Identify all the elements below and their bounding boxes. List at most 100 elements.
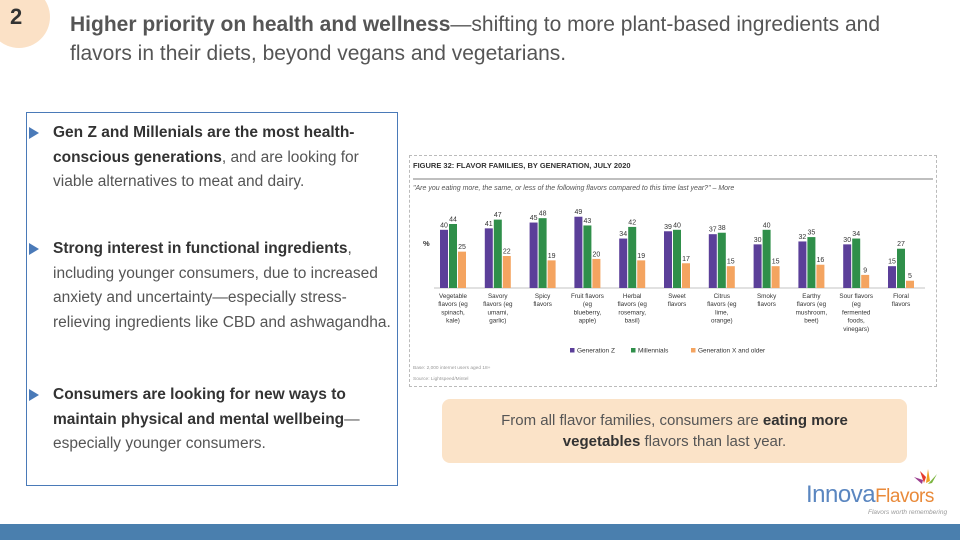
category-label: apple) [579,318,597,325]
bullet-bold: Consumers are looking for new ways to ma… [53,386,346,428]
key-points-box: Gen Z and Millenials are the most health… [26,112,398,486]
data-label: 15 [727,259,735,266]
bullet-rest: , and are looking for viable alternative… [53,148,359,191]
logo-petals-icon [914,469,937,484]
source-note: Source: Lightspeed/Mintel [413,376,468,382]
data-label: 25 [458,244,466,251]
data-label: 47 [494,212,502,219]
data-label: 5 [908,273,912,280]
bar [529,222,538,288]
headline-rest: —shifting to more plant-based ingredient… [70,13,880,65]
data-label: 19 [637,253,645,260]
data-label: 39 [664,224,672,231]
category-label: flavors [892,301,911,308]
category-label: umami, [487,309,508,316]
category-label: blueberry, [574,309,602,316]
bar [440,229,448,288]
bar [861,274,870,288]
bar [753,244,762,288]
category-label: fermented [842,309,871,316]
callout-post: flavors than last year. [640,433,787,450]
logo-brand-accent: Flavors [875,486,934,507]
bullet-text: Gen Z and Millenials are the most health… [53,121,393,195]
category-label: rosemary, [618,309,646,316]
data-label: 20 [593,251,601,258]
category-label: mushroom, [796,309,828,316]
category-label: flavors (eg [483,301,513,308]
data-label: 48 [539,211,547,218]
footer-bar [0,524,960,540]
category-label: Earthy [802,293,821,300]
bar [583,225,592,288]
data-label: 22 [503,249,511,256]
category-label: Floral [893,293,909,300]
data-label: 32 [799,234,807,241]
data-label: 40 [673,222,681,229]
data-label: 45 [530,215,538,222]
data-label: 30 [843,237,851,244]
bar [538,218,547,288]
data-label: 17 [682,256,690,263]
data-label: 38 [718,225,726,232]
bar [762,229,771,288]
chart-figure: FIGURE 32: FLAVOR FAMILIES, BY GENERATIO… [409,155,937,387]
data-label: 35 [808,230,816,237]
category-label: spinach, [441,309,465,316]
chart-subtitle: "Are you eating more, the same, or less … [413,185,734,192]
legend-swatch [570,348,575,353]
category-label: Spicy [535,293,551,300]
data-label: 16 [817,257,825,264]
category-label: flavors [533,301,552,308]
category-label: garlic) [489,318,506,325]
bar [592,258,601,288]
bar [484,228,493,288]
data-label: 43 [584,218,592,225]
category-label: Sour flavors [839,293,873,300]
data-label: 15 [772,259,780,266]
bullet-text: Strong interest in functional ingredient… [53,237,393,335]
bar [816,264,825,288]
logo-tagline: Flavors worth remembering [868,509,948,516]
data-label: 37 [709,227,717,234]
bar [843,244,852,288]
slide-number-badge: 2 [0,0,50,48]
logo-wordmark: InnovaFlavors [806,481,934,509]
bar [664,231,672,288]
data-label: 40 [440,222,448,229]
headline: Higher priority on health and wellness—s… [70,10,940,68]
data-label: 41 [485,221,493,228]
bar [449,224,457,288]
category-label: flavors [668,301,687,308]
bar [458,251,466,288]
bar [708,234,717,288]
category-label: Herbal [623,293,642,300]
bar [682,263,690,288]
y-axis-label: % [423,239,430,248]
data-label: 42 [628,219,636,226]
innova-flavors-logo: InnovaFlavors Flavors worth remembering [806,467,951,523]
category-label: Sweet [668,293,686,300]
bar [717,232,726,288]
bar [673,229,681,288]
bullet-text: Consumers are looking for new ways to ma… [53,383,393,457]
category-label: flavors (eg [617,301,647,308]
data-label: 40 [763,222,771,229]
category-label: Fruit flavors [571,293,604,300]
bar [502,256,511,288]
bar [888,266,896,288]
bar [897,248,905,288]
flavor-families-chart: FIGURE 32: FLAVOR FAMILIES, BY GENERATIO… [413,161,933,382]
bar [726,266,735,288]
bar [798,241,807,288]
arrow-bullet-icon [29,389,39,401]
data-label: 30 [754,237,762,244]
bar [619,238,628,288]
bar [771,266,780,288]
data-label: 9 [863,267,867,274]
callout-box: From all flavor families, consumers are … [442,399,907,463]
bullet-bold: Strong interest in functional ingredient… [53,240,348,257]
callout-pre: From all flavor families, consumers are [501,412,763,429]
data-label: 49 [575,209,583,216]
callout-text: From all flavor families, consumers are … [462,410,887,452]
category-label: (eg [852,301,862,308]
